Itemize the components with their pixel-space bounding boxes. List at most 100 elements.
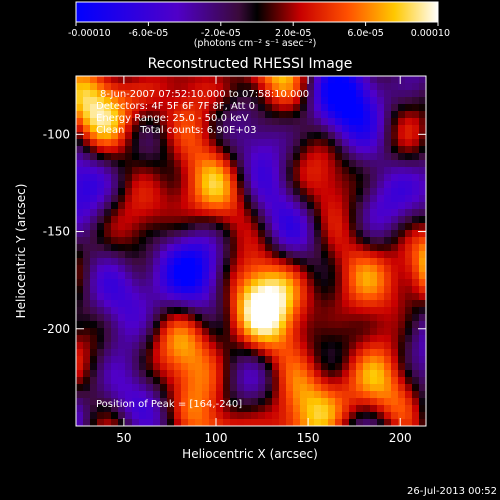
heatmap-cell — [286, 167, 294, 175]
heatmap-cell — [363, 223, 371, 231]
heatmap-cell — [412, 335, 420, 343]
heatmap-cell — [356, 272, 364, 280]
heatmap-cell — [104, 146, 112, 154]
heatmap-cell — [328, 391, 336, 399]
heatmap-cell — [97, 307, 105, 315]
heatmap-cell — [391, 216, 399, 224]
heatmap-cell — [139, 335, 147, 343]
heatmap-cell — [349, 209, 357, 217]
heatmap-cell — [223, 132, 231, 140]
heatmap-cell — [104, 377, 112, 385]
heatmap-cell — [209, 272, 217, 280]
heatmap-cell — [90, 412, 98, 420]
heatmap-cell — [146, 370, 154, 378]
heatmap-cell — [111, 342, 119, 350]
heatmap-cell — [349, 230, 357, 238]
heatmap-cell — [195, 111, 203, 119]
heatmap-cell — [384, 314, 392, 322]
heatmap-cell — [363, 118, 371, 126]
heatmap-cell — [181, 216, 189, 224]
heatmap-cell — [188, 209, 196, 217]
heatmap-cell — [321, 349, 329, 357]
heatmap-cell — [230, 195, 238, 203]
heatmap-cell — [202, 377, 210, 385]
heatmap-cell — [223, 251, 231, 259]
heatmap-cell — [321, 97, 329, 105]
heatmap-cell — [321, 90, 329, 98]
heatmap-cell — [174, 132, 182, 140]
heatmap-cell — [209, 398, 217, 406]
heatmap-cell — [328, 223, 336, 231]
colorbar-tick-label: 0.00010 — [411, 28, 450, 39]
heatmap-cell — [349, 384, 357, 392]
heatmap-cell — [223, 272, 231, 280]
heatmap-cell — [104, 195, 112, 203]
heatmap-cell — [412, 272, 420, 280]
heatmap-cell — [412, 398, 420, 406]
heatmap-cell — [209, 342, 217, 350]
heatmap-cell — [293, 300, 301, 308]
heatmap-cell — [335, 118, 343, 126]
heatmap-cell — [90, 286, 98, 294]
heatmap-cell — [300, 272, 308, 280]
heatmap-cell — [132, 174, 140, 182]
heatmap-cell — [153, 251, 161, 259]
heatmap-cell — [363, 377, 371, 385]
heatmap-cell — [76, 363, 84, 371]
heatmap-cell — [223, 76, 231, 84]
heatmap-cell — [83, 209, 91, 217]
heatmap-cell — [265, 97, 273, 105]
heatmap-cell — [377, 258, 385, 266]
heatmap-cell — [237, 209, 245, 217]
heatmap-cell — [146, 244, 154, 252]
heatmap-cell — [356, 76, 364, 84]
heatmap-cell — [195, 132, 203, 140]
heatmap-cell — [272, 286, 280, 294]
heatmap-cell — [258, 349, 266, 357]
heatmap-cell — [314, 307, 322, 315]
heatmap-cell — [286, 104, 294, 112]
heatmap-cell — [111, 279, 119, 287]
heatmap-cell — [174, 419, 182, 426]
heatmap-cell — [160, 265, 168, 273]
heatmap-cell — [251, 216, 259, 224]
heatmap-cell — [104, 153, 112, 161]
heatmap-cell — [307, 293, 315, 301]
heatmap-cell — [293, 153, 301, 161]
heatmap-cell — [342, 405, 350, 413]
heatmap-cell — [377, 300, 385, 308]
heatmap-cell — [76, 342, 84, 350]
heatmap-cell — [125, 398, 133, 406]
heatmap-cell — [104, 125, 112, 133]
heatmap-cell — [111, 314, 119, 322]
heatmap-cell — [377, 223, 385, 231]
heatmap-cell — [104, 188, 112, 196]
heatmap-cell — [356, 97, 364, 105]
heatmap-cell — [265, 328, 273, 336]
heatmap-cell — [216, 321, 224, 329]
heatmap-cell — [265, 251, 273, 259]
heatmap-cell — [384, 419, 392, 426]
heatmap-cell — [384, 300, 392, 308]
heatmap-cell — [153, 223, 161, 231]
heatmap-cell — [321, 377, 329, 385]
heatmap-cell — [251, 118, 259, 126]
heatmap-cell — [356, 300, 364, 308]
heatmap-cell — [321, 76, 329, 84]
heatmap-cell — [356, 125, 364, 133]
heatmap-cell — [356, 384, 364, 392]
heatmap-cell — [76, 195, 84, 203]
heatmap-cell — [293, 412, 301, 420]
heatmap-cell — [258, 272, 266, 280]
heatmap-cell — [195, 174, 203, 182]
heatmap-cell — [90, 202, 98, 210]
heatmap-cell — [125, 195, 133, 203]
heatmap-cell — [293, 132, 301, 140]
heatmap-cell — [307, 202, 315, 210]
y-tick-label: -200 — [43, 322, 70, 336]
heatmap-cell — [139, 391, 147, 399]
heatmap-cell — [160, 202, 168, 210]
heatmap-cell — [132, 286, 140, 294]
heatmap-cell — [153, 405, 161, 413]
heatmap-cell — [125, 209, 133, 217]
